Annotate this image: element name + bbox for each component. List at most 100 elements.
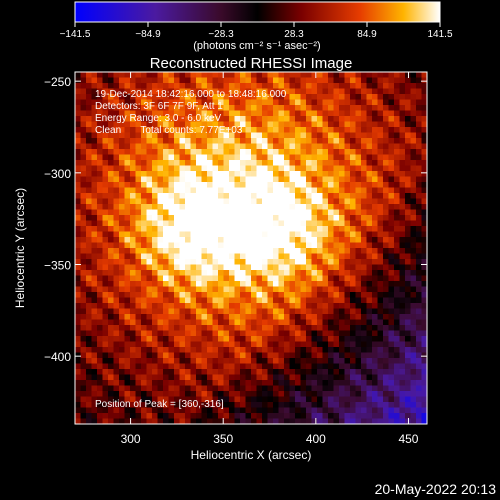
heatmap-cell bbox=[80, 264, 87, 271]
heatmap-cell bbox=[344, 336, 351, 342]
heatmap-cell bbox=[157, 407, 164, 414]
heatmap-cell bbox=[97, 132, 103, 139]
heatmap-cell bbox=[212, 110, 219, 117]
heatmap-cell bbox=[163, 413, 169, 419]
heatmap-cell bbox=[377, 187, 384, 194]
heatmap-cell bbox=[185, 209, 191, 216]
heatmap-cell bbox=[163, 204, 169, 210]
heatmap-cell bbox=[75, 347, 81, 353]
heatmap-cell bbox=[394, 347, 400, 353]
heatmap-cell bbox=[229, 330, 235, 337]
heatmap-cell bbox=[146, 204, 153, 210]
heatmap-cell bbox=[229, 88, 235, 95]
heatmap-cell bbox=[157, 418, 164, 424]
heatmap-cell bbox=[163, 231, 169, 238]
heatmap-cell bbox=[399, 402, 406, 408]
heatmap-cell bbox=[311, 308, 318, 315]
heatmap-cell bbox=[190, 319, 197, 326]
heatmap-cell bbox=[289, 374, 296, 381]
heatmap-cell bbox=[75, 204, 81, 210]
heatmap-cell bbox=[267, 193, 274, 199]
heatmap-cell bbox=[311, 330, 318, 337]
heatmap-cell bbox=[267, 138, 274, 144]
heatmap-cell bbox=[80, 275, 87, 282]
heatmap-cell bbox=[251, 297, 257, 304]
heatmap-cell bbox=[372, 198, 378, 205]
heatmap-cell bbox=[366, 127, 373, 133]
heatmap-cell bbox=[361, 385, 367, 392]
heatmap-cell bbox=[383, 138, 389, 144]
heatmap-cell bbox=[108, 220, 114, 227]
heatmap-cell bbox=[201, 341, 208, 348]
heatmap-cell bbox=[135, 281, 142, 287]
heatmap-cell bbox=[80, 330, 87, 337]
heatmap-cell bbox=[405, 176, 411, 183]
heatmap-cell bbox=[388, 165, 395, 172]
heatmap-cell bbox=[317, 209, 323, 216]
heatmap-cell bbox=[75, 253, 81, 260]
heatmap-cell bbox=[240, 193, 246, 199]
heatmap-cell bbox=[355, 226, 362, 232]
heatmap-cell bbox=[251, 281, 257, 287]
heatmap-cell bbox=[372, 165, 378, 172]
heatmap-cell bbox=[399, 369, 406, 375]
heatmap-cell bbox=[295, 105, 301, 111]
heatmap-cell bbox=[350, 286, 356, 293]
heatmap-cell bbox=[108, 215, 114, 221]
heatmap-cell bbox=[119, 352, 125, 359]
heatmap-cell bbox=[163, 347, 169, 353]
heatmap-cell bbox=[317, 286, 323, 293]
heatmap-cell bbox=[75, 396, 81, 403]
heatmap-cell bbox=[366, 253, 373, 260]
heatmap-cell bbox=[124, 121, 131, 128]
heatmap-cell bbox=[322, 127, 329, 133]
heatmap-cell bbox=[185, 231, 191, 238]
heatmap-cell bbox=[174, 286, 180, 293]
heatmap-cell bbox=[383, 176, 389, 183]
heatmap-cell bbox=[421, 253, 427, 260]
heatmap-cell bbox=[278, 127, 285, 133]
heatmap-cell bbox=[405, 319, 411, 326]
heatmap-cell bbox=[240, 182, 246, 188]
heatmap-cell bbox=[405, 138, 411, 144]
heatmap-cell bbox=[163, 105, 169, 111]
heatmap-cell bbox=[108, 77, 114, 84]
heatmap-cell bbox=[267, 72, 274, 78]
heatmap-cell bbox=[333, 248, 340, 254]
heatmap-cell bbox=[399, 396, 406, 403]
heatmap-cell bbox=[174, 259, 180, 265]
heatmap-cell bbox=[289, 132, 296, 139]
heatmap-cell bbox=[361, 407, 367, 414]
heatmap-cell bbox=[278, 237, 285, 243]
heatmap-cell bbox=[113, 110, 120, 117]
x-tick-label: 350 bbox=[213, 432, 233, 446]
heatmap-cell bbox=[124, 253, 131, 260]
heatmap-cell bbox=[108, 275, 114, 282]
heatmap-cell bbox=[119, 165, 125, 172]
heatmap-cell bbox=[229, 242, 235, 249]
heatmap-cell bbox=[421, 94, 427, 100]
heatmap-cell bbox=[405, 83, 411, 89]
heatmap-cell bbox=[317, 330, 323, 337]
heatmap-cell bbox=[366, 286, 373, 293]
heatmap-cell bbox=[113, 220, 120, 227]
heatmap-cell bbox=[251, 220, 257, 227]
heatmap-cell bbox=[405, 358, 411, 364]
heatmap-cell bbox=[311, 204, 318, 210]
heatmap-cell bbox=[113, 165, 120, 172]
heatmap-cell bbox=[218, 308, 224, 315]
heatmap-cell bbox=[355, 347, 362, 353]
heatmap-cell bbox=[179, 341, 186, 348]
heatmap-cell bbox=[97, 259, 103, 265]
heatmap-cell bbox=[284, 226, 290, 232]
heatmap-cell bbox=[372, 248, 378, 254]
heatmap-cell bbox=[196, 270, 202, 276]
heatmap-cell bbox=[421, 83, 427, 89]
heatmap-cell bbox=[256, 341, 263, 348]
heatmap-cell bbox=[75, 94, 81, 100]
heatmap-cell bbox=[135, 165, 142, 172]
heatmap-cell bbox=[339, 369, 345, 375]
heatmap-cell bbox=[124, 105, 131, 111]
heatmap-cell bbox=[306, 369, 312, 375]
heatmap-cell bbox=[124, 138, 131, 144]
